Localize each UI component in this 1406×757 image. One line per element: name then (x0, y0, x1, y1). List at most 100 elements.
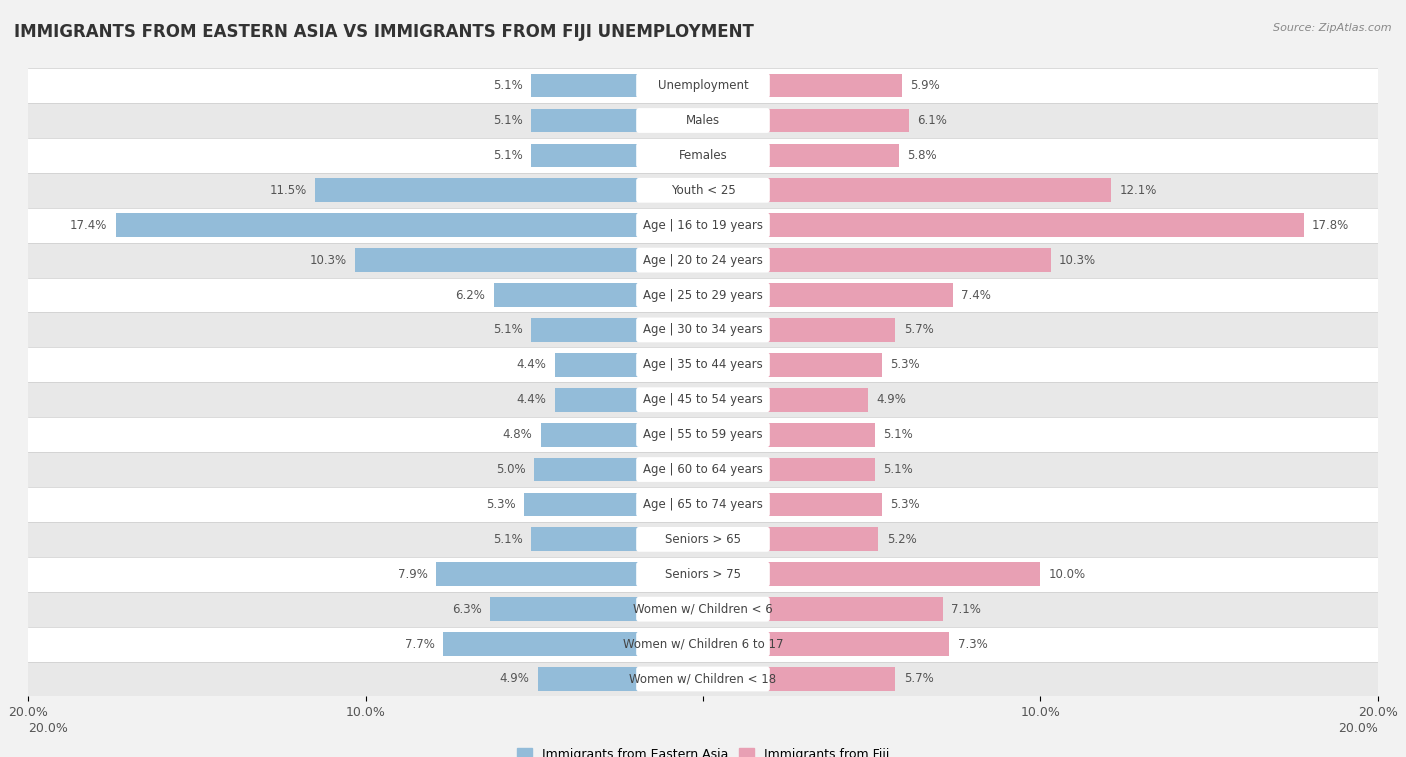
Bar (703, 144, 898, 167)
Bar (703, 179, 1111, 202)
Bar (315, 179, 703, 202)
Text: IMMIGRANTS FROM EASTERN ASIA VS IMMIGRANTS FROM FIJI UNEMPLOYMENT: IMMIGRANTS FROM EASTERN ASIA VS IMMIGRAN… (14, 23, 754, 41)
FancyBboxPatch shape (636, 492, 770, 517)
Bar (531, 318, 703, 342)
Text: Women w/ Children 6 to 17: Women w/ Children 6 to 17 (623, 637, 783, 650)
Bar (28, 103, 1378, 138)
Text: 5.0%: 5.0% (496, 463, 526, 476)
FancyBboxPatch shape (636, 282, 770, 307)
Text: 5.8%: 5.8% (907, 149, 936, 162)
Bar (28, 347, 1378, 382)
Bar (703, 562, 1040, 586)
Text: Age | 30 to 34 years: Age | 30 to 34 years (643, 323, 763, 336)
Bar (554, 353, 703, 377)
Bar (703, 248, 1050, 272)
Text: Seniors > 75: Seniors > 75 (665, 568, 741, 581)
Bar (534, 458, 703, 481)
FancyBboxPatch shape (636, 178, 770, 203)
Text: 10.0%: 10.0% (1049, 568, 1085, 581)
Text: Women w/ Children < 6: Women w/ Children < 6 (633, 603, 773, 615)
Text: 4.4%: 4.4% (516, 358, 546, 372)
Bar (703, 597, 942, 621)
Text: 20.0%: 20.0% (28, 721, 67, 735)
Text: 5.3%: 5.3% (890, 498, 920, 511)
Text: 6.3%: 6.3% (453, 603, 482, 615)
Text: Age | 16 to 19 years: Age | 16 to 19 years (643, 219, 763, 232)
Text: Age | 45 to 54 years: Age | 45 to 54 years (643, 393, 763, 407)
Bar (531, 73, 703, 98)
Text: 5.1%: 5.1% (883, 463, 914, 476)
Bar (28, 452, 1378, 487)
Text: Age | 65 to 74 years: Age | 65 to 74 years (643, 498, 763, 511)
Bar (703, 318, 896, 342)
FancyBboxPatch shape (636, 108, 770, 133)
Text: 4.9%: 4.9% (499, 672, 529, 686)
Text: 5.1%: 5.1% (492, 79, 523, 92)
Bar (28, 243, 1378, 278)
Bar (703, 422, 875, 447)
FancyBboxPatch shape (636, 248, 770, 273)
Text: 12.1%: 12.1% (1119, 184, 1157, 197)
Text: 7.3%: 7.3% (957, 637, 987, 650)
FancyBboxPatch shape (636, 388, 770, 412)
Bar (703, 213, 1303, 237)
Bar (491, 597, 703, 621)
Text: Age | 20 to 24 years: Age | 20 to 24 years (643, 254, 763, 266)
Text: 7.4%: 7.4% (962, 288, 991, 301)
Bar (703, 667, 896, 691)
Text: 7.7%: 7.7% (405, 637, 434, 650)
Bar (703, 458, 875, 481)
Text: 20.0%: 20.0% (1339, 721, 1378, 735)
Bar (531, 144, 703, 167)
Bar (436, 562, 703, 586)
Text: Source: ZipAtlas.com: Source: ZipAtlas.com (1274, 23, 1392, 33)
Bar (703, 632, 949, 656)
FancyBboxPatch shape (636, 631, 770, 656)
Bar (531, 528, 703, 551)
Bar (703, 388, 869, 412)
Text: 5.1%: 5.1% (492, 323, 523, 336)
Text: 4.9%: 4.9% (877, 393, 907, 407)
Bar (28, 382, 1378, 417)
Text: 10.3%: 10.3% (309, 254, 347, 266)
FancyBboxPatch shape (636, 562, 770, 587)
Text: 5.7%: 5.7% (904, 672, 934, 686)
Text: 5.2%: 5.2% (887, 533, 917, 546)
Text: 17.8%: 17.8% (1312, 219, 1350, 232)
Text: 5.1%: 5.1% (492, 114, 523, 127)
Bar (703, 73, 903, 98)
Text: 5.7%: 5.7% (904, 323, 934, 336)
Bar (28, 592, 1378, 627)
Bar (28, 487, 1378, 522)
Bar (494, 283, 703, 307)
Bar (28, 627, 1378, 662)
Text: 7.9%: 7.9% (398, 568, 427, 581)
Bar (703, 528, 879, 551)
FancyBboxPatch shape (636, 353, 770, 377)
Bar (28, 68, 1378, 103)
Text: 6.1%: 6.1% (917, 114, 948, 127)
Text: Females: Females (679, 149, 727, 162)
Text: Youth < 25: Youth < 25 (671, 184, 735, 197)
FancyBboxPatch shape (636, 457, 770, 482)
FancyBboxPatch shape (636, 213, 770, 238)
Bar (28, 138, 1378, 173)
Bar (554, 388, 703, 412)
Text: 5.1%: 5.1% (492, 149, 523, 162)
Text: 7.1%: 7.1% (950, 603, 981, 615)
Text: 5.3%: 5.3% (486, 498, 516, 511)
Text: Age | 35 to 44 years: Age | 35 to 44 years (643, 358, 763, 372)
Bar (703, 353, 882, 377)
Bar (703, 108, 908, 132)
Text: 10.3%: 10.3% (1059, 254, 1097, 266)
Text: Males: Males (686, 114, 720, 127)
Text: 4.4%: 4.4% (516, 393, 546, 407)
Bar (28, 662, 1378, 696)
Text: Women w/ Children < 18: Women w/ Children < 18 (630, 672, 776, 686)
Bar (28, 417, 1378, 452)
Bar (115, 213, 703, 237)
Text: 5.9%: 5.9% (911, 79, 941, 92)
FancyBboxPatch shape (636, 667, 770, 691)
FancyBboxPatch shape (636, 143, 770, 168)
Bar (28, 207, 1378, 243)
